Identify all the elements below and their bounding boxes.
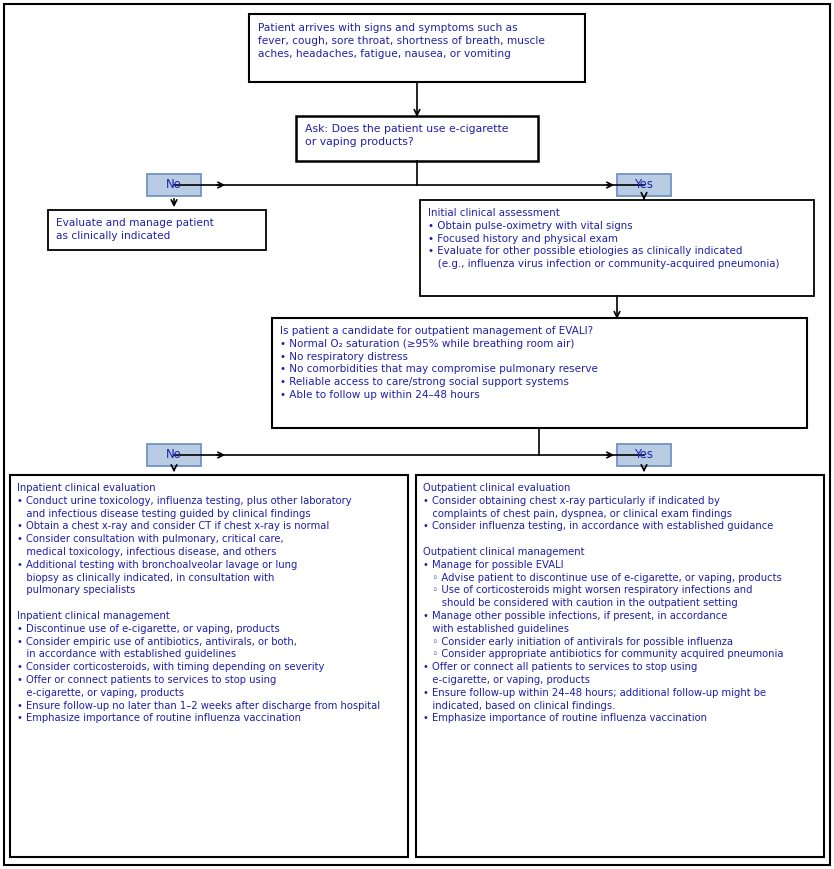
Bar [296, 116, 538, 161]
Text: Yes: Yes [635, 178, 654, 191]
Text: No: No [166, 178, 182, 191]
Text: Patient arrives with signs and symptoms such as
fever, cough, sore throat, short: Patient arrives with signs and symptoms … [258, 23, 545, 58]
Text: No: No [166, 448, 182, 461]
Bar [617, 444, 671, 466]
Text: Evaluate and manage patient
as clinically indicated: Evaluate and manage patient as clinicall… [56, 218, 214, 241]
Text: Ask: Does the patient use e-cigarette
or vaping products?: Ask: Does the patient use e-cigarette or… [305, 124, 509, 147]
Text: Outpatient clinical evaluation
• Consider obtaining chest x-ray particularly if : Outpatient clinical evaluation • Conside… [423, 483, 783, 723]
Bar [420, 200, 814, 296]
Text: Yes: Yes [635, 448, 654, 461]
Bar [147, 444, 201, 466]
Text: Initial clinical assessment
• Obtain pulse-oximetry with vital signs
• Focused h: Initial clinical assessment • Obtain pul… [428, 208, 780, 269]
Bar [249, 14, 585, 82]
Bar [147, 174, 201, 196]
Bar [617, 174, 671, 196]
Bar [272, 318, 807, 428]
Bar [10, 475, 408, 857]
Text: Is patient a candidate for outpatient management of EVALI?
• Normal O₂ saturatio: Is patient a candidate for outpatient ma… [280, 326, 598, 400]
Bar [416, 475, 824, 857]
Bar [48, 210, 266, 250]
Text: Inpatient clinical evaluation
• Conduct urine toxicology, influenza testing, plu: Inpatient clinical evaluation • Conduct … [17, 483, 380, 723]
